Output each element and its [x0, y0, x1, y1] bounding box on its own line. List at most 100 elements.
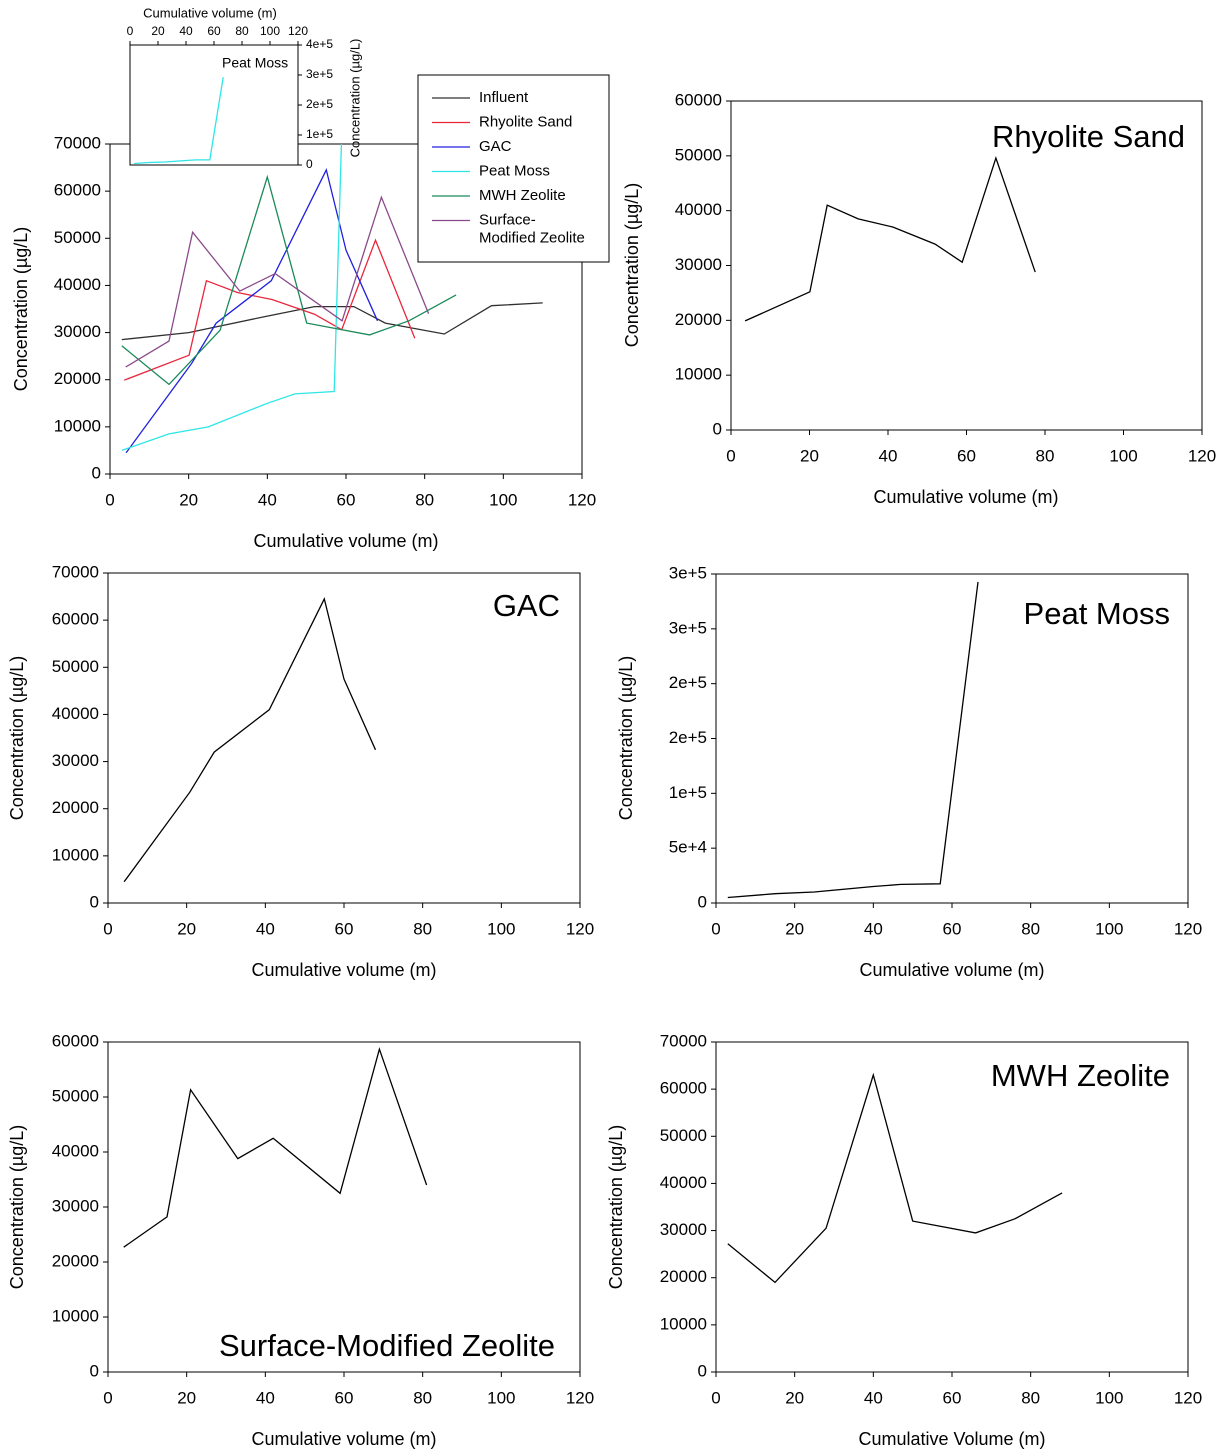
x-tick-label: 60: [943, 919, 962, 938]
x-tick-label: 0: [726, 446, 735, 465]
x-tick-label: 60: [335, 1388, 354, 1407]
legend-box: [417, 74, 610, 263]
y-tick-label: 0: [698, 1361, 707, 1380]
y-tick-label: 1e+5: [669, 783, 707, 802]
x-tick-label: 40: [864, 1388, 883, 1407]
x-tick-label: 20: [177, 919, 196, 938]
x-tick-label: 60: [335, 919, 354, 938]
y-tick-label: 40000: [52, 1141, 99, 1160]
x-tick-label: 80: [1021, 919, 1040, 938]
x-tick-label: 100: [487, 1388, 515, 1407]
x-tick-label: 40: [179, 24, 193, 38]
y-tick-label: 5e+4: [669, 838, 707, 857]
x-axis-label: Cumulative volume (m): [143, 5, 277, 20]
y-tick-label: 20000: [54, 369, 101, 388]
lines: [134, 77, 224, 165]
y-tick-label: 2e+5: [669, 728, 707, 747]
y-tick-label: 10000: [52, 1306, 99, 1325]
x-tick-label: 60: [337, 490, 356, 509]
x-tick-label: 80: [413, 919, 432, 938]
legend-label: Influent: [479, 89, 529, 106]
x-axis-label: Cumulative volume (m): [253, 531, 438, 551]
x-tick-label: 120: [566, 919, 594, 938]
series-line: [125, 168, 379, 454]
y-tick-label: 20000: [52, 798, 99, 817]
y-tick-label: 30000: [660, 1220, 707, 1239]
y-tick-label: 40000: [52, 704, 99, 723]
y-axis-label: Concentration (µg/L): [347, 39, 362, 158]
plot-area: [107, 572, 581, 904]
legend-label: GAC: [479, 138, 512, 155]
y-tick-label: 0: [92, 463, 101, 482]
y-tick-label: 0: [306, 157, 313, 171]
x-tick-label: 0: [711, 1388, 720, 1407]
x-tick-label: 40: [256, 1388, 275, 1407]
x-tick-label: 80: [1036, 446, 1055, 465]
series-line: [123, 597, 377, 883]
x-axis-label: Cumulative volume (m): [251, 1429, 436, 1449]
chart-title: Surface-Modified Zeolite: [219, 1328, 555, 1363]
x-tick-label: 100: [1095, 1388, 1123, 1407]
lines: [121, 144, 543, 454]
y-tick-label: 1e+5: [306, 127, 333, 141]
y-tick-label: 50000: [52, 657, 99, 676]
y-tick-label: 60000: [52, 610, 99, 629]
y-tick-label: 20000: [675, 310, 722, 329]
x-tick-label: 20: [179, 490, 198, 509]
y-tick-label: 0: [90, 892, 99, 911]
y-tick-label: 60000: [52, 1031, 99, 1050]
lines: [744, 155, 1036, 322]
x-tick-label: 80: [415, 490, 434, 509]
legend-label: Peat Moss: [479, 162, 550, 179]
x-tick-label: 80: [235, 24, 249, 38]
y-tick-label: 2e+5: [669, 673, 707, 692]
chart: 0 10000 20000 30000 40000 50000 60000 70000 0 20 4…: [7, 562, 594, 979]
y-tick-label: 50000: [52, 1086, 99, 1105]
x-tick-label: 120: [1174, 919, 1202, 938]
x-tick-label: 120: [1188, 446, 1216, 465]
x-axis-label: Cumulative volume (m): [859, 960, 1044, 980]
x-tick-label: 120: [568, 490, 596, 509]
x-tick-label: 60: [957, 446, 976, 465]
legend-label: MWH Zeolite: [479, 187, 566, 204]
x-tick-label: 20: [785, 1388, 804, 1407]
x-tick-label: 0: [711, 919, 720, 938]
chart-title: Rhyolite Sand: [992, 119, 1185, 154]
y-tick-label: 40000: [54, 275, 101, 294]
y-tick-label: 10000: [54, 416, 101, 435]
legend: Influent Rhyolite Sand GAC Peat Moss MWH Zeo…: [417, 74, 610, 263]
legend-label-line: Modified Zeolite: [479, 229, 585, 246]
lines: [727, 581, 979, 899]
series-line: [121, 302, 543, 341]
y-tick-label: 10000: [660, 1314, 707, 1333]
x-tick-label: 40: [258, 490, 277, 509]
x-tick-label: 100: [1095, 919, 1123, 938]
y-tick-label: 0: [713, 419, 722, 438]
y-tick-label: 70000: [54, 133, 101, 152]
y-axis-label: Concentration (µg/L): [606, 1125, 626, 1289]
legend-label-line: Surface-: [479, 211, 536, 228]
y-tick-label: 30000: [54, 322, 101, 341]
x-tick-label: 0: [127, 24, 134, 38]
y-tick-label: 10000: [675, 365, 722, 384]
y-tick-label: 60000: [675, 90, 722, 109]
x-tick-label: 120: [288, 24, 308, 38]
y-axis-label: Concentration (µg/L): [7, 656, 27, 820]
inset-chart: 0 1e+5 2e+5 3e+5 4e+5 0 20 40 60 80 100 120 Cumulati…: [127, 5, 363, 171]
plot-area: [715, 1041, 1189, 1373]
x-tick-label: 100: [489, 490, 517, 509]
x-tick-label: 60: [943, 1388, 962, 1407]
legend-label: Surface-Modified Zeolite: [479, 211, 585, 246]
series-line: [123, 1047, 428, 1248]
y-axis-label: Concentration (µg/L): [11, 227, 31, 391]
y-tick-label: 3e+5: [669, 618, 707, 637]
series-line: [727, 1072, 1063, 1284]
y-tick-label: 20000: [52, 1251, 99, 1270]
lines: [123, 1047, 428, 1248]
chart-title: MWH Zeolite: [991, 1058, 1170, 1093]
x-tick-label: 40: [879, 446, 898, 465]
x-tick-label: 40: [256, 919, 275, 938]
y-tick-label: 4e+5: [306, 37, 333, 51]
series-line: [123, 238, 416, 381]
